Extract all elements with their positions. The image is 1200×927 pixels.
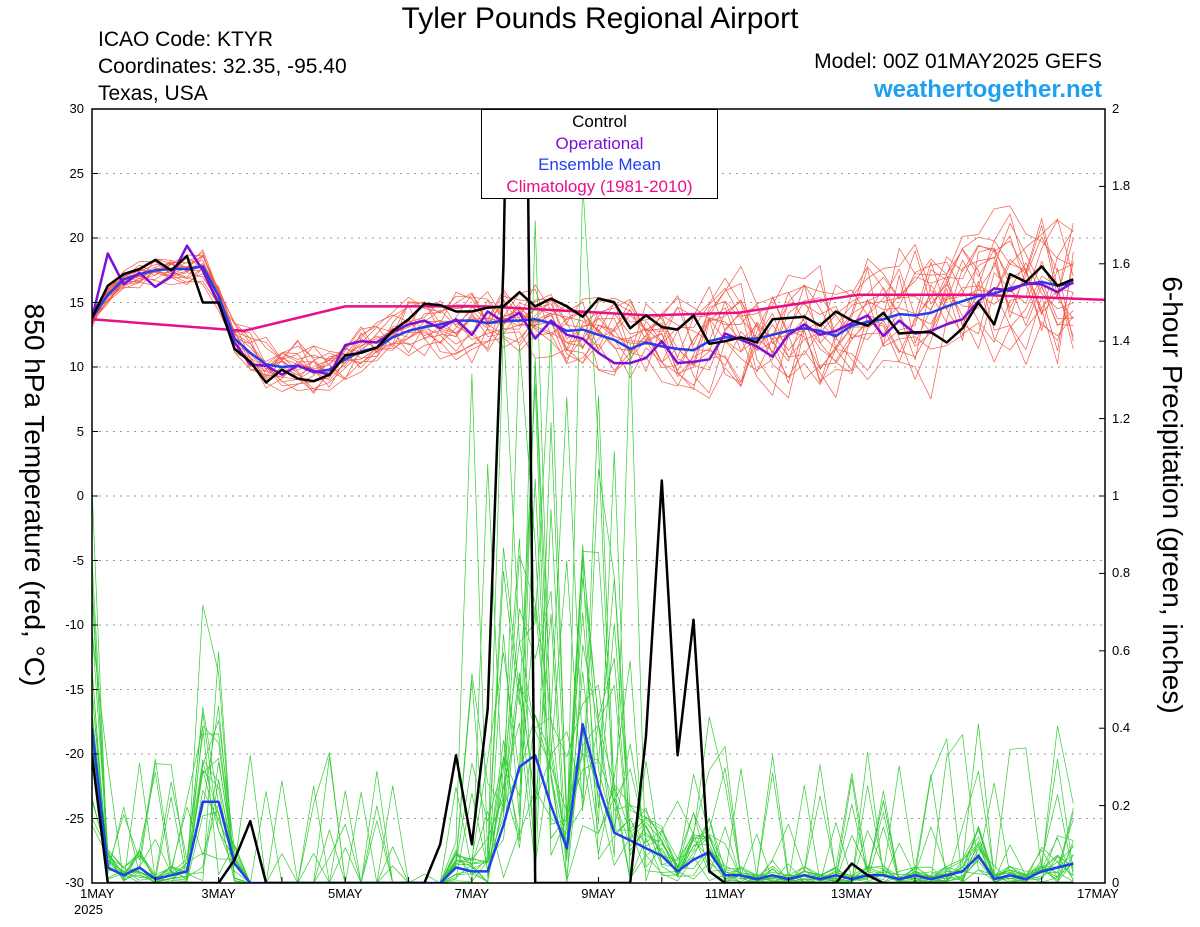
y-tick-label-left: 25 xyxy=(69,165,84,181)
precip-member-line xyxy=(92,395,1074,883)
y-tick-label-right: 1.8 xyxy=(1112,178,1131,194)
climatology-line xyxy=(92,293,1105,333)
x-tick-label: 1MAY xyxy=(80,886,115,901)
y-tick-label-right: 0 xyxy=(1112,875,1120,890)
x-tick-label: 7MAY xyxy=(454,886,490,901)
y-tick-label-right: 2 xyxy=(1112,101,1120,116)
temp-member-line xyxy=(92,250,1074,388)
precip-member-line xyxy=(92,324,1074,883)
legend-control: Control xyxy=(572,112,627,131)
precip-member-line xyxy=(92,469,1074,883)
y-tick-label-right: 0.2 xyxy=(1112,797,1131,813)
ensemble-mean-temp-line xyxy=(92,265,1074,374)
temp-member-line xyxy=(92,248,1074,392)
temp-member-line xyxy=(92,229,1074,398)
y-tick-label-left: -10 xyxy=(65,617,84,632)
y-tick-label-right: 0.4 xyxy=(1112,720,1131,736)
icao-code: ICAO Code: KTYR xyxy=(98,28,274,51)
x-tick-label: 17MAY xyxy=(1077,886,1119,901)
precip-member-line xyxy=(92,342,1074,883)
x-tick-label: 9MAY xyxy=(581,886,616,901)
site-link[interactable]: weathertogether.net xyxy=(873,76,1102,103)
legend-ensemble-mean: Ensemble Mean xyxy=(538,155,661,174)
y-tick-label-left: 20 xyxy=(69,230,84,245)
temp-member-line xyxy=(92,218,1074,392)
y-tick-label-right: 0.8 xyxy=(1112,565,1131,581)
precip-member-line xyxy=(92,337,1074,883)
precip-member-line xyxy=(92,577,1074,883)
precip-member-line xyxy=(92,478,1074,883)
x-tick-label: 5MAY xyxy=(328,886,363,901)
control-temp-line xyxy=(92,254,1074,384)
precip-member-line xyxy=(92,508,1074,883)
series-layer xyxy=(92,109,1105,883)
legend-operational: Operational xyxy=(555,133,644,153)
y-tick-label-left: 5 xyxy=(76,423,84,439)
y-tick-label-left: -30 xyxy=(65,875,84,890)
control-precip-line xyxy=(92,109,1074,883)
x-tick-label: 15MAY xyxy=(957,886,1000,901)
x-tick-year: 2025 xyxy=(74,902,103,917)
y-tick-label-left: 10 xyxy=(69,359,84,374)
y-tick-label-left: 30 xyxy=(69,101,84,116)
temp-member-line xyxy=(92,260,1074,392)
y-tick-label-left: 0 xyxy=(76,488,84,503)
precip-member-line xyxy=(92,684,1074,883)
y-tick-label-right: 0.6 xyxy=(1112,642,1131,658)
x-tick-label: 3MAY xyxy=(201,886,236,901)
precip-member-line xyxy=(92,463,1074,883)
temp-member-line xyxy=(92,225,1074,378)
temp-member-line xyxy=(92,213,1074,394)
model-run: Model: 00Z 01MAY2025 GEFS xyxy=(814,50,1102,73)
location: Texas, USA xyxy=(98,82,208,105)
precip-member-line xyxy=(92,220,1074,883)
y-tick-label-left: -25 xyxy=(65,810,84,826)
coordinates: Coordinates: 32.35, -95.40 xyxy=(98,55,347,78)
y-tick-label-left: -15 xyxy=(65,681,84,697)
operational-temp-line xyxy=(92,244,1074,376)
temp-member-line xyxy=(92,218,1074,376)
legend-climatology: Climatology (1981-2010) xyxy=(506,176,693,196)
x-tick-label: 13MAY xyxy=(830,886,873,901)
x-tick-label: 11MAY xyxy=(704,886,746,901)
y-tick-label-left: -20 xyxy=(65,746,84,761)
chart-title: Tyler Pounds Regional Airport xyxy=(401,2,799,35)
y-tick-label-left: 15 xyxy=(69,294,84,310)
y-tick-label-right: 1.2 xyxy=(1112,410,1131,426)
precip-member-line xyxy=(92,421,1074,883)
temp-member-line xyxy=(92,270,1074,399)
y-tick-label-left: -5 xyxy=(72,552,84,568)
legend: Control Operational Ensemble Mean Climat… xyxy=(481,109,718,199)
y-tick-label-right: 1.4 xyxy=(1112,333,1131,349)
y-tick-label-right: 1.6 xyxy=(1112,255,1131,271)
ensemble-mean-precip-line xyxy=(92,723,1074,883)
y-tick-label-right: 1 xyxy=(1112,488,1120,503)
